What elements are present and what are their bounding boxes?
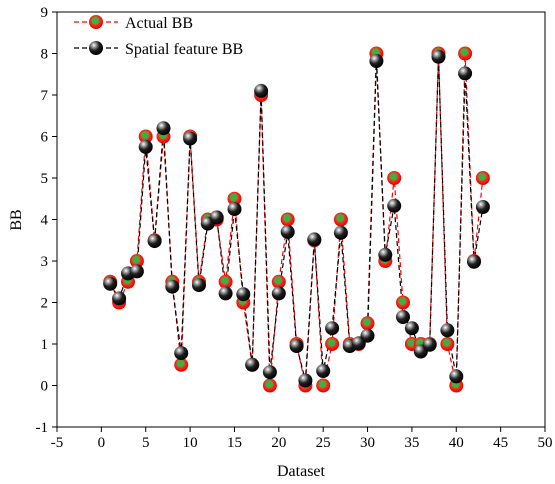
point-spatial: [422, 337, 437, 352]
point-spatial: [440, 323, 455, 338]
point-actual: [174, 357, 189, 372]
point-spatial: [271, 286, 286, 301]
point-actual: [271, 274, 286, 289]
point-spatial: [103, 276, 118, 291]
point-actual: [325, 337, 340, 351]
point-spatial: [467, 254, 481, 269]
point-spatial: [475, 200, 490, 214]
series: [103, 46, 490, 393]
point-spatial: [449, 369, 464, 384]
x-axis-title: Dataset: [277, 463, 326, 480]
point-spatial: [156, 121, 171, 136]
point-spatial: [307, 232, 322, 247]
legend-label-spatial: Spatial feature BB: [125, 41, 243, 58]
point-spatial: [378, 247, 393, 262]
point-spatial: [218, 286, 233, 301]
series-line-actual: [109, 53, 484, 386]
x-tick-label: 5: [142, 435, 150, 451]
point-spatial: [138, 139, 153, 154]
point-spatial: [236, 287, 251, 302]
point-spatial: [387, 198, 402, 213]
point-actual: [396, 295, 410, 310]
point-spatial: [298, 373, 313, 388]
point-spatial: [458, 66, 473, 81]
point-spatial: [404, 321, 419, 336]
y-axis-title: BB: [8, 209, 25, 230]
y-tick-label: 0: [41, 379, 49, 395]
point-actual: [280, 212, 295, 227]
point-spatial: [289, 339, 304, 354]
y-tick-label: 7: [41, 88, 49, 104]
y-tick-label: -1: [36, 420, 49, 436]
legend: Actual BB Spatial feature BB: [74, 15, 243, 58]
x-tick-label: 40: [449, 435, 464, 451]
point-actual: [129, 254, 144, 268]
point-spatial: [183, 131, 198, 146]
y-tick-label: 6: [41, 130, 49, 146]
y-tick-label: 3: [41, 254, 49, 270]
point-actual: [316, 378, 331, 393]
point-spatial: [165, 279, 180, 294]
point-spatial: [129, 264, 144, 279]
x-tick-label: 0: [98, 435, 106, 451]
point-actual: [138, 129, 153, 144]
point-spatial: [431, 49, 446, 64]
point-spatial: [396, 310, 410, 324]
series-line-spatial: [109, 56, 484, 381]
x-tick-label: 45: [493, 435, 508, 451]
y-tick-label: 2: [41, 296, 49, 312]
point-actual: [475, 171, 490, 185]
point-spatial: [209, 210, 224, 225]
x-tick-label: 10: [183, 435, 198, 451]
point-spatial: [174, 346, 189, 361]
point-spatial: [192, 278, 206, 293]
point-actual: [387, 171, 402, 185]
point-spatial: [262, 365, 277, 380]
point-actual: [262, 378, 277, 393]
legend-marker-spatial: [89, 41, 103, 55]
point-actual: [360, 316, 375, 331]
point-spatial: [325, 321, 340, 336]
legend-label-actual: Actual BB: [125, 15, 193, 32]
x-tick-label: 30: [360, 435, 375, 451]
point-spatial: [360, 328, 375, 343]
y-tick-label: 8: [41, 47, 49, 63]
point-actual: [440, 337, 455, 351]
point-spatial: [147, 234, 162, 249]
point-spatial: [112, 291, 127, 306]
y-tick-label: 5: [41, 171, 49, 187]
point-spatial: [245, 357, 260, 372]
point-actual: [218, 274, 233, 289]
y-tick-label: 1: [41, 337, 49, 353]
point-spatial: [280, 224, 295, 239]
y-tick-label: 4: [41, 213, 49, 229]
point-actual: [333, 212, 348, 227]
point-spatial: [333, 225, 348, 240]
point-actual: [458, 46, 473, 61]
x-tick-label: 20: [271, 435, 286, 451]
x-tick-label: 50: [538, 435, 553, 451]
point-actual: [227, 191, 242, 206]
point-spatial: [369, 54, 384, 68]
point-spatial: [254, 83, 269, 98]
x-tick-label: 35: [404, 435, 419, 451]
x-tick-label: -5: [51, 435, 64, 451]
x-tick-label: 15: [227, 435, 242, 451]
legend-marker-actual: [89, 15, 103, 29]
point-spatial: [227, 202, 242, 217]
y-tick-label: 9: [41, 5, 49, 21]
x-tick-label: 25: [316, 435, 331, 451]
point-spatial: [316, 364, 331, 378]
